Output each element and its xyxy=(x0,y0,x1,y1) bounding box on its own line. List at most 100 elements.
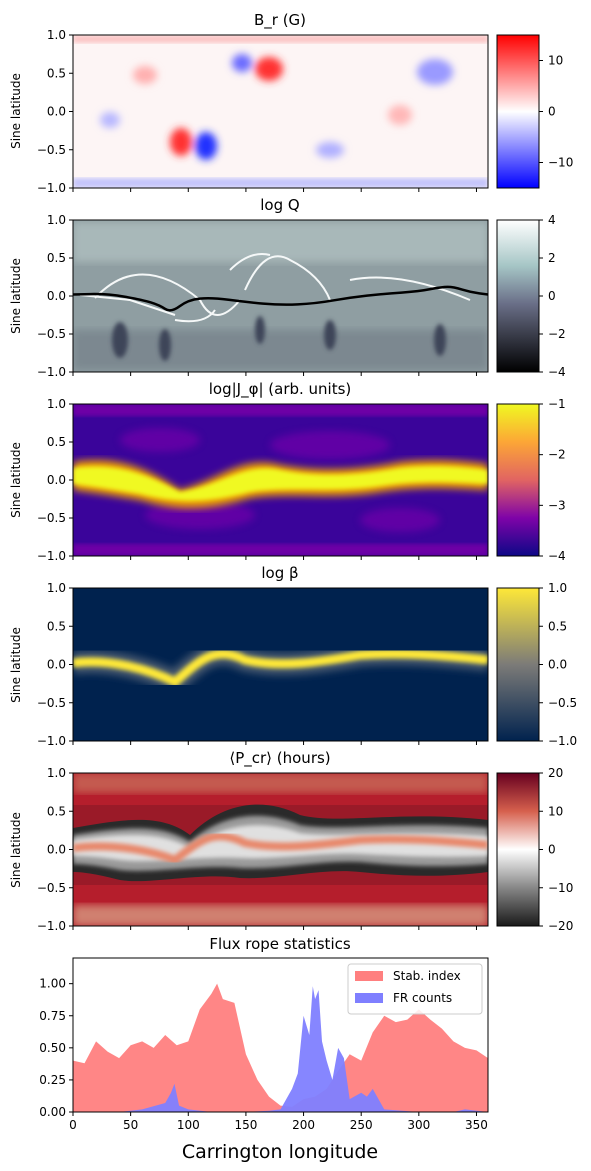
ytick-label: −0.5 xyxy=(37,327,66,341)
colorbar-tick-label: −10 xyxy=(548,156,573,170)
legend-label-stab-index: Stab. index xyxy=(393,969,461,983)
colorbar-tick-label: 4 xyxy=(548,213,556,227)
colorbar-pcr xyxy=(496,772,540,927)
ytick-label: 0.25 xyxy=(39,1073,66,1087)
legend-swatch-stab-index xyxy=(355,971,383,981)
contour-line xyxy=(73,285,488,312)
area-series-stab-index xyxy=(73,983,488,1112)
colorbar-tick-label: 0.0 xyxy=(548,658,567,672)
panel-title-stats: Flux rope statistics xyxy=(209,935,351,953)
ytick-label: 1.0 xyxy=(47,28,66,42)
panel-pcr: ⟨P_cr⟩ (hours) Sine latitude 1.0 0.5 0.0 −0… xyxy=(9,749,573,933)
colorbar-ticks-pcr: 20 10 0 −10 −20 xyxy=(539,766,573,933)
colorbar-ticks-logj: −1 −2 −3 −4 xyxy=(539,397,566,563)
ytick-label: 1.0 xyxy=(47,766,66,780)
yticks-stats: 1.00 0.75 0.50 0.25 0.00 xyxy=(39,977,73,1119)
ytick-label: −0.5 xyxy=(37,511,66,525)
colorbar-tick-label: −2 xyxy=(548,448,566,462)
colorbar-tick-label: 0 xyxy=(548,289,556,303)
ylabel-logbeta: Sine latitude xyxy=(9,627,23,703)
colorbar-tick-label: 0 xyxy=(548,105,556,119)
panel-title-br: B_r (G) xyxy=(254,11,306,30)
colorbar-tick-label: −2 xyxy=(548,327,566,341)
ytick-label: 1.0 xyxy=(47,397,66,411)
panel-logj: log|J_φ| (arb. units) Sine latitude 1.0 0… xyxy=(9,380,566,563)
ytick-label: 1.0 xyxy=(47,213,66,227)
colorbar-logbeta xyxy=(496,587,540,742)
panel-title-logq: log Q xyxy=(260,196,299,214)
xtick-label: 50 xyxy=(123,1118,138,1132)
xtick-label: 300 xyxy=(407,1118,430,1132)
ytick-label: 0.5 xyxy=(47,66,66,80)
panel-title-logbeta: log β xyxy=(261,564,298,582)
colorbar-tick-label: 10 xyxy=(548,804,563,818)
ytick-label: −1.0 xyxy=(37,181,66,195)
xtick-label: 200 xyxy=(292,1118,315,1132)
yticks-br: 1.0 0.5 0.0 −0.5 −1.0 xyxy=(37,28,73,195)
ylabel-logj: Sine latitude xyxy=(9,442,23,518)
panel-title-logj: log|J_φ| (arb. units) xyxy=(209,380,352,399)
ylabel-pcr: Sine latitude xyxy=(9,812,23,888)
colorbar-logq xyxy=(496,219,540,373)
ytick-label: 0.0 xyxy=(47,105,66,119)
xtick-label: 150 xyxy=(234,1118,257,1132)
ytick-label: −0.5 xyxy=(37,881,66,895)
heatmap-logbeta xyxy=(73,588,488,741)
ytick-label: −1.0 xyxy=(37,549,66,563)
colorbar-tick-label: −1.0 xyxy=(548,734,577,748)
ytick-label: 1.0 xyxy=(47,581,66,595)
ytick-label: 0.0 xyxy=(47,289,66,303)
ytick-label: 0.75 xyxy=(39,1009,66,1023)
colorbar-tick-label: −3 xyxy=(548,498,566,512)
ytick-label: 0.0 xyxy=(47,843,66,857)
heatmap-logq xyxy=(73,220,488,372)
colorbar-tick-label: 0.5 xyxy=(548,619,567,633)
heatmap-br xyxy=(73,35,488,188)
ytick-label: 0.50 xyxy=(39,1041,66,1055)
xtick-label: 250 xyxy=(350,1118,373,1132)
ytick-label: 0.5 xyxy=(47,804,66,818)
legend: Stab. index FR counts xyxy=(347,963,483,1015)
axes-frame-stats xyxy=(72,957,489,1113)
ylabel-logq: Sine latitude xyxy=(9,258,23,334)
yticks-logq: 1.0 0.5 0.0 −0.5 −1.0 xyxy=(37,213,73,379)
ytick-label: −1.0 xyxy=(37,365,66,379)
panel-flux-rope-statistics: Flux rope statistics 1.00 0.75 0.50 0.25 0.0… xyxy=(39,935,489,1163)
ytick-label: 0.5 xyxy=(47,251,66,265)
xticks-stats: 0 50 100 150 200 250 300 350 xyxy=(69,1112,488,1132)
heatmap-logj xyxy=(73,404,488,556)
colorbar-tick-label: 0 xyxy=(548,843,556,857)
panel-logbeta: log β Sine latitude 1.0 0.5 0.0 −0.5 −1.0 1.… xyxy=(9,564,577,748)
ytick-label: 0.00 xyxy=(39,1105,66,1119)
ytick-label: −1.0 xyxy=(37,919,66,933)
ytick-label: 0.5 xyxy=(47,435,66,449)
heatmap-pcr xyxy=(73,773,488,926)
panel-br: B_r (G) Sine latitude 1.00.50.0−0.5−1.0 … xyxy=(9,11,573,195)
colorbar-tick-label: −1 xyxy=(548,397,566,411)
xtick-label: 100 xyxy=(177,1118,200,1132)
colorbar-tick-label: 2 xyxy=(548,251,556,265)
xtick-label: 0 xyxy=(69,1118,77,1132)
colorbar-tick-label: 20 xyxy=(548,766,563,780)
colorbar-tick-label: 10 xyxy=(548,54,563,68)
ytick-label: 0.5 xyxy=(47,619,66,633)
yticks-pcr: 1.0 0.5 0.0 −0.5 −1.0 xyxy=(37,766,73,933)
colorbar-tick-label: −20 xyxy=(548,919,573,933)
colorbar-ticks-logbeta: 1.0 0.5 0.0 −0.5 −1.0 xyxy=(539,581,577,748)
colorbar-ticks-logq: 4 2 0 −2 −4 xyxy=(539,213,566,379)
shared-xtick-marks xyxy=(72,188,477,930)
ytick-label: 1.00 xyxy=(39,977,66,991)
colorbar-br xyxy=(496,34,540,189)
colorbar-ticks-br: 10 0 −10 xyxy=(539,54,573,170)
stats-plot-area xyxy=(73,983,488,1112)
ylabel-br: Sine latitude xyxy=(9,73,23,149)
panel-logq: log Q Sine latitude 1. xyxy=(9,196,566,379)
colorbar-tick-label: −10 xyxy=(548,881,573,895)
colorbar-tick-label: −0.5 xyxy=(548,696,577,710)
ytick-label: −0.5 xyxy=(37,143,66,157)
colorbar-logj xyxy=(496,403,540,557)
ytick-label: −0.5 xyxy=(37,696,66,710)
ytick-label: 0.0 xyxy=(47,658,66,672)
xtick-label: 350 xyxy=(465,1118,488,1132)
